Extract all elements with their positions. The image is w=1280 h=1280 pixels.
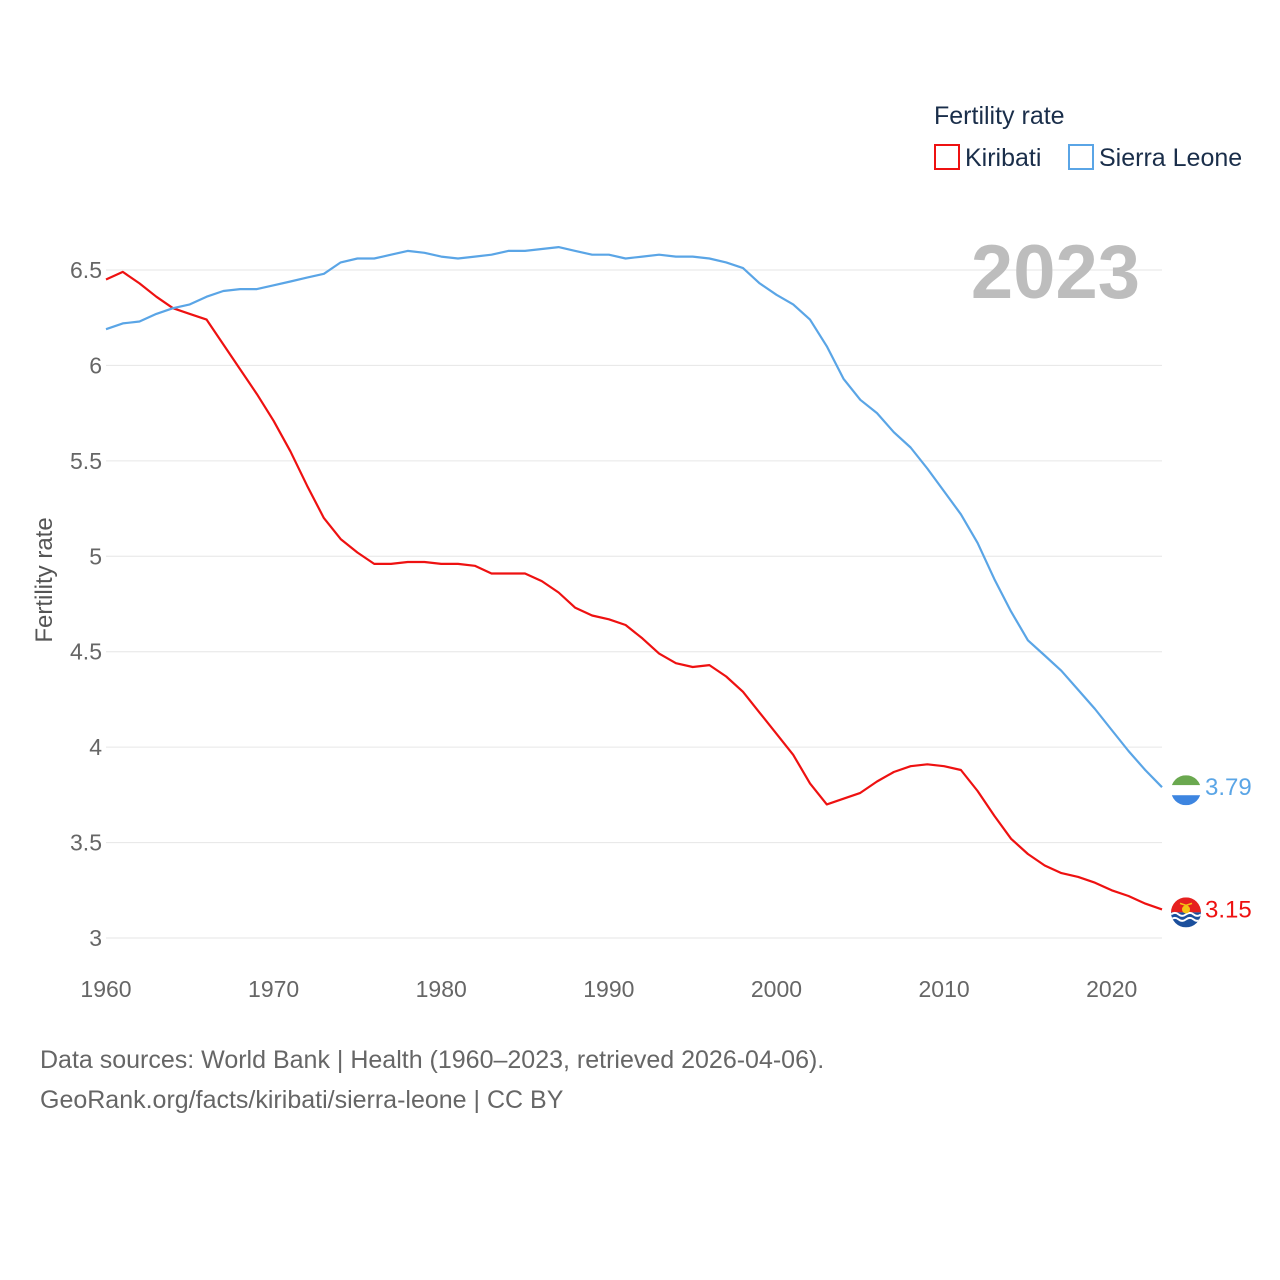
- y-tick-label: 4.5: [70, 639, 102, 665]
- legend-title: Fertility rate: [934, 102, 1065, 130]
- series-line-kiribati[interactable]: [105, 270, 1163, 911]
- end-value-label-kiribati: 3.15: [1205, 896, 1252, 923]
- y-tick-label: 6: [89, 352, 102, 378]
- series-lines: [105, 246, 1163, 911]
- y-tick-label: 4: [89, 734, 102, 760]
- x-tick-label: 1990: [583, 976, 634, 1002]
- grid-lines: [106, 269, 1162, 939]
- x-tick-label: 2000: [751, 976, 802, 1002]
- footer: Data sources: World Bank | Health (1960–…: [40, 1040, 824, 1120]
- y-tick-label: 5: [89, 543, 102, 569]
- sierra-leone-flag-icon: [1171, 775, 1201, 806]
- x-tick-label: 1980: [416, 976, 467, 1002]
- x-axis: 1960 1970 1980 1990 2000 2010 2020: [80, 976, 1137, 1002]
- x-tick-label: 1970: [248, 976, 299, 1002]
- legend[interactable]: Fertility rate Kiribati Sierra Leone: [934, 102, 1242, 172]
- end-value-label-sierra-leone: 3.79: [1205, 774, 1252, 801]
- data-sources-text: Data sources: World Bank | Health (1960–…: [40, 1046, 825, 1074]
- x-tick-label: 1960: [80, 976, 131, 1002]
- y-axis: 3 3.5 4 4.5 5 5.5 6 6.5: [70, 257, 102, 951]
- year-label: 2023: [971, 230, 1140, 315]
- fertility-line-chart: 3 3.5 4 4.5 5 5.5 6 6.5 1960 1970 1980 1990 2000 201…: [31, 102, 1252, 1002]
- source-link[interactable]: GeoRank.org/facts/kiribati/sierra-leone …: [40, 1086, 564, 1114]
- y-tick-label: 3: [89, 925, 102, 951]
- legend-swatch-sierra-leone[interactable]: [1068, 144, 1094, 170]
- series-line-sierra-leone[interactable]: [105, 246, 1163, 788]
- kiribati-flag-icon: [1171, 897, 1201, 928]
- legend-label-sierra-leone[interactable]: Sierra Leone: [1099, 144, 1242, 172]
- y-tick-label: 5.5: [70, 448, 102, 474]
- y-axis-label: Fertility rate: [31, 517, 58, 642]
- x-tick-label: 2010: [919, 976, 970, 1002]
- end-markers: 3.15 3.79: [1171, 774, 1252, 928]
- y-tick-label: 6.5: [70, 257, 102, 283]
- legend-swatch-kiribati[interactable]: [934, 144, 960, 170]
- x-tick-label: 2020: [1086, 976, 1137, 1002]
- legend-label-kiribati[interactable]: Kiribati: [965, 144, 1041, 172]
- y-tick-label: 3.5: [70, 830, 102, 856]
